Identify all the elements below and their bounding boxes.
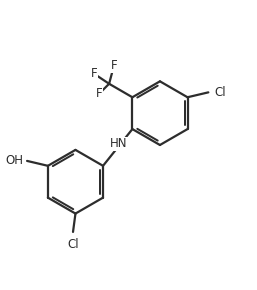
Text: F: F (111, 59, 117, 72)
Text: HN: HN (110, 137, 128, 150)
Text: Cl: Cl (214, 86, 226, 99)
Text: OH: OH (5, 154, 23, 167)
Text: Cl: Cl (67, 238, 79, 251)
Text: F: F (96, 87, 103, 100)
Text: F: F (91, 68, 98, 81)
